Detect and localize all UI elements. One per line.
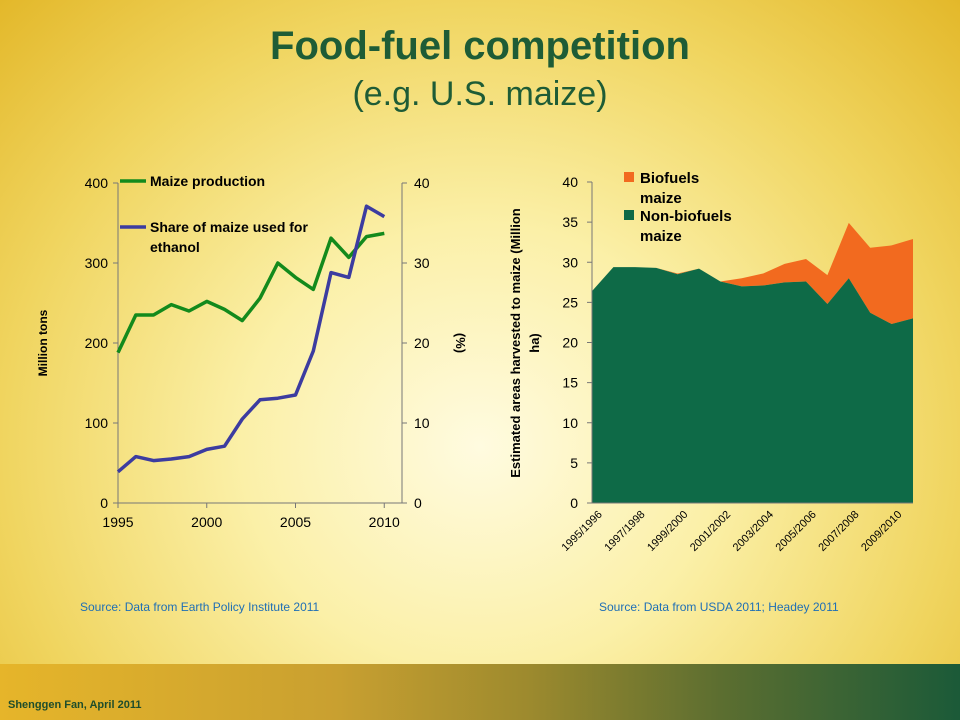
legend-item-biofuels-label: Biofuels maize (640, 170, 699, 207)
left-tick-label: 300 (85, 255, 109, 271)
x-tick-label: 2001/2002 (688, 509, 733, 554)
x-tick-label: 1997/1998 (602, 509, 647, 554)
y-tick-label: 5 (570, 455, 578, 471)
x-tick-label: 2009/2010 (859, 509, 904, 554)
y-tick-label: 20 (562, 335, 578, 351)
y-tick-label: 35 (562, 214, 578, 230)
y-tick-label: 40 (562, 174, 578, 190)
x-tick-label: 2007/2008 (816, 509, 861, 554)
ethanol-share-line (116, 204, 386, 474)
maize-production-line (116, 231, 385, 354)
legend-item-biofuels-swatch (624, 172, 634, 182)
right-axis-title: (%) (453, 333, 468, 353)
legend-label-ethanol: Share of maize used for ethanol (150, 219, 308, 255)
y-tick-label: 10 (562, 415, 578, 431)
left-tick-label: 400 (85, 175, 109, 191)
x-tick-label: 1999/2000 (645, 509, 690, 554)
left-tick-label: 100 (85, 415, 109, 431)
slide-title: Food-fuel competition (270, 24, 690, 68)
legend-item-non-biofuels-swatch (624, 210, 634, 220)
slide-subtitle: (e.g. U.S. maize) (352, 75, 608, 113)
x-tick-label: 1995/1996 (560, 509, 605, 554)
legend-item-non-biofuels-label: Non-biofuels maize (640, 208, 732, 245)
y-axis-title: Estimated areas harvested to maize (Mill… (508, 208, 542, 478)
right-tick-label: 20 (414, 335, 430, 351)
x-tick-label: 2005/2006 (774, 509, 819, 554)
left-tick-label: 200 (85, 335, 109, 351)
biofuels-maize-area (592, 222, 913, 325)
x-tick-label: 1995 (102, 514, 133, 530)
right-tick-label: 30 (414, 255, 430, 271)
right-tick-label: 0 (414, 495, 422, 511)
right-tick-label: 10 (414, 415, 430, 431)
left-axis-title: Million tons (36, 309, 50, 376)
y-tick-label: 25 (562, 294, 578, 310)
footer-author: Shenggen Fan, April 2011 (8, 699, 142, 711)
legend-label-production: Maize production (150, 173, 265, 189)
x-tick-label: 2003/2004 (731, 509, 776, 554)
right-tick-label: 40 (414, 175, 430, 191)
y-tick-label: 30 (562, 254, 578, 270)
x-tick-label: 2000 (191, 514, 222, 530)
footer-bar (0, 664, 960, 720)
y-tick-label: 15 (562, 375, 578, 391)
x-tick-label: 2005 (280, 514, 311, 530)
y-tick-label: 0 (570, 495, 578, 511)
source-left: Source: Data from Earth Policy Institute… (80, 600, 320, 614)
left-tick-label: 0 (100, 495, 108, 511)
non-biofuels-maize-area (592, 267, 913, 503)
source-right: Source: Data from USDA 2011; Headey 2011 (599, 600, 839, 614)
x-tick-label: 2010 (369, 514, 400, 530)
